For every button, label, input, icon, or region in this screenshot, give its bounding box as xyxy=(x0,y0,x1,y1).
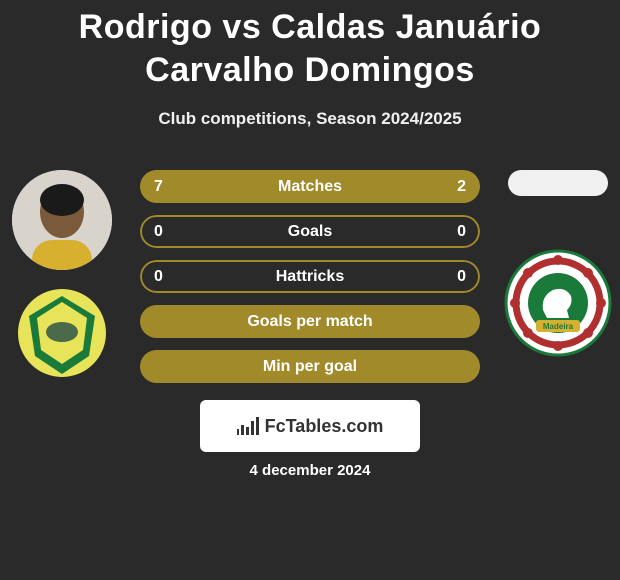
stat-label: Goals xyxy=(288,223,332,241)
stat-bar: 0 0 Hattricks xyxy=(140,260,480,293)
stat-bar: 0 0 Goals xyxy=(140,215,480,248)
date-text: 4 december 2024 xyxy=(0,462,620,479)
player-right-column: Madeira xyxy=(498,170,618,358)
stat-value-left: 0 xyxy=(154,223,163,241)
stat-label: Min per goal xyxy=(263,358,357,376)
player-left-photo xyxy=(12,170,112,270)
stat-value-left: 0 xyxy=(154,268,163,286)
stat-value-right: 0 xyxy=(457,268,466,286)
stat-value-right: 0 xyxy=(457,223,466,241)
player-right-club-badge: Madeira xyxy=(503,248,613,358)
stat-bar-fill-left xyxy=(140,170,405,203)
stat-bar: 7 2 Matches xyxy=(140,170,480,203)
player-right-photo-placeholder xyxy=(508,170,608,196)
svg-text:Madeira: Madeira xyxy=(543,322,574,331)
stat-label: Hattricks xyxy=(276,268,344,286)
stat-value-right: 2 xyxy=(457,178,466,196)
stat-label: Goals per match xyxy=(247,313,372,331)
stat-bar-fill-right xyxy=(405,170,480,203)
page-title: Rodrigo vs Caldas Januário Carvalho Domi… xyxy=(0,0,620,91)
stats-bar-group: 7 2 Matches 0 0 Goals 0 0 Hattricks Goals per mat… xyxy=(140,170,480,383)
bar-chart-icon xyxy=(237,417,259,435)
subtitle: Club competitions, Season 2024/2025 xyxy=(0,109,620,129)
stat-bar: Min per goal xyxy=(140,350,480,383)
player-left-club-badge xyxy=(17,288,107,378)
stat-bar: Goals per match xyxy=(140,305,480,338)
stat-value-left: 7 xyxy=(154,178,163,196)
fctables-logo: FcTables.com xyxy=(200,400,420,452)
logo-text: FcTables.com xyxy=(265,416,384,437)
stat-label: Matches xyxy=(278,178,342,196)
player-left-column xyxy=(2,170,122,378)
